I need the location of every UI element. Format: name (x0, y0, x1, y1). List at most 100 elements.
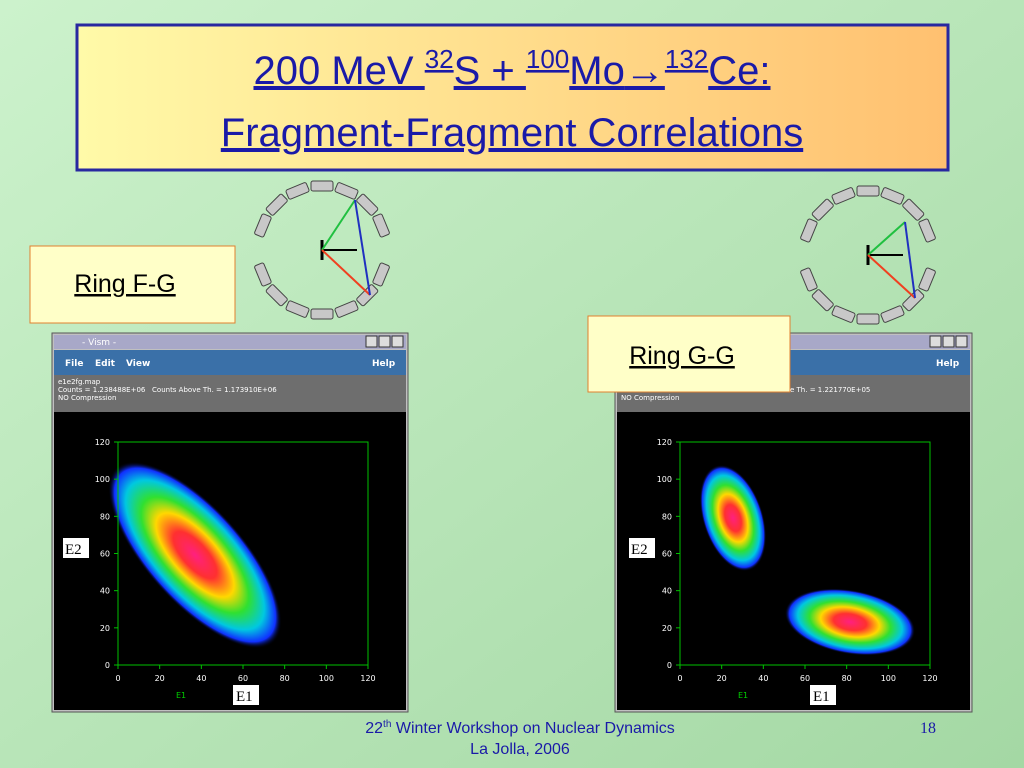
ring-label: Ring F-G (74, 270, 175, 298)
overlay-label: E2 (631, 542, 648, 558)
title-line1: 200 MeV 32S + 100Mo→132Ce: (253, 44, 770, 93)
overlay-label: E1 (236, 689, 253, 705)
window-button[interactable] (391, 335, 404, 348)
overlay-label: E1 (813, 689, 830, 705)
overlay-label: E2 (65, 542, 82, 558)
window-button[interactable] (378, 335, 391, 348)
window-button[interactable] (955, 335, 968, 348)
superscript: th (383, 719, 391, 730)
detector-tile (918, 218, 936, 243)
overlay-bg (810, 685, 836, 705)
vector (321, 249, 371, 296)
detector-tile (856, 185, 880, 197)
detector-tile (811, 289, 834, 312)
overlay-bg (629, 538, 655, 558)
x-tick-label: 80 (842, 674, 852, 683)
overlay-bg (233, 685, 259, 705)
detector-tile (356, 284, 379, 307)
y-tick-label: 100 (657, 475, 672, 484)
axis-label: E1 (176, 691, 186, 700)
page-number: 18 (920, 720, 936, 737)
detector-tile (880, 305, 905, 323)
menu-bar (54, 350, 406, 375)
detector-tile (334, 182, 359, 200)
title-text: S + (454, 49, 526, 93)
menu-item[interactable]: Edit (95, 359, 116, 369)
x-tick-label: 120 (922, 674, 937, 683)
detector-tile (334, 300, 359, 318)
title-box (75, 23, 950, 172)
footer-text: 22 (365, 720, 383, 737)
y-tick-label: 60 (100, 550, 110, 559)
window-title: - Vism - (82, 338, 116, 348)
detector-tile (310, 308, 334, 320)
x-tick-label: 20 (717, 674, 727, 683)
menu-item[interactable]: File (65, 359, 83, 369)
detector-tile (902, 198, 925, 221)
footer-line1: 22th Winter Workshop on Nuclear Dynamics (365, 719, 675, 737)
menu-item[interactable]: View (126, 359, 150, 369)
arrow: → (625, 49, 665, 93)
density-blob (784, 588, 916, 656)
window-button[interactable] (365, 335, 378, 348)
detector-tile (918, 267, 936, 292)
x-tick-label: 40 (758, 674, 768, 683)
x-tick-label: 80 (280, 674, 290, 683)
ring-label: Ring G-G (629, 342, 735, 370)
plot-area (617, 412, 970, 710)
title-text: 200 MeV (253, 49, 424, 93)
footer-text: Winter Workshop on Nuclear Dynamics (391, 720, 674, 737)
y-tick-label: 20 (100, 624, 110, 633)
info-line: e Th. = 1.221770E+05 (790, 386, 870, 394)
detector-tile (856, 313, 880, 325)
x-tick-label: 60 (238, 674, 248, 683)
detector-diagram (800, 185, 936, 325)
window: - Vism - File Edit View Help e1e2fg.map … (51, 332, 409, 713)
detector-tile (372, 262, 390, 287)
title-text: Mo (569, 49, 625, 93)
footer-line2: La Jolla, 2006 (470, 741, 570, 758)
info-line: NO Compression (58, 394, 116, 402)
vector (321, 199, 356, 251)
detector-tile (831, 187, 856, 205)
detector-tile (265, 284, 288, 307)
detector-tile (831, 305, 856, 323)
overlay-bg (63, 538, 89, 558)
label-box (29, 245, 236, 324)
y-tick-label: 120 (657, 438, 672, 447)
vector (354, 199, 371, 296)
window-button[interactable] (942, 335, 955, 348)
menu-item[interactable]: Help (936, 359, 960, 369)
title-bar (54, 335, 406, 349)
superscript: 100 (526, 44, 569, 74)
y-tick-label: 80 (100, 512, 110, 521)
x-tick-label: 120 (360, 674, 375, 683)
axis-label: E1 (738, 691, 748, 700)
info-line: NO Compression (621, 394, 679, 402)
detector-tile (880, 187, 905, 205)
x-tick-label: 60 (800, 674, 810, 683)
title-text: Ce: (708, 49, 770, 93)
detector-tile (285, 182, 310, 200)
info-line: e1e2fg.map (58, 378, 101, 386)
x-tick-label: 0 (115, 674, 120, 683)
y-tick-label: 40 (662, 587, 672, 596)
density-blob (699, 464, 767, 572)
x-tick-label: 100 (319, 674, 334, 683)
x-tick-label: 40 (196, 674, 206, 683)
window: Help e Th. = 1.221770E+05 NO Compression… (614, 332, 973, 713)
y-tick-label: 20 (662, 624, 672, 633)
superscript: 32 (425, 44, 454, 74)
detector-tile (254, 213, 272, 238)
detector-diagram (254, 180, 390, 320)
y-tick-label: 100 (95, 475, 110, 484)
y-tick-label: 120 (95, 438, 110, 447)
x-tick-label: 20 (155, 674, 165, 683)
menu-item[interactable]: Help (372, 359, 396, 369)
window-button[interactable] (929, 335, 942, 348)
vector (904, 221, 916, 299)
detector-tile (285, 300, 310, 318)
y-tick-label: 0 (667, 661, 672, 670)
density-blob (108, 461, 282, 649)
